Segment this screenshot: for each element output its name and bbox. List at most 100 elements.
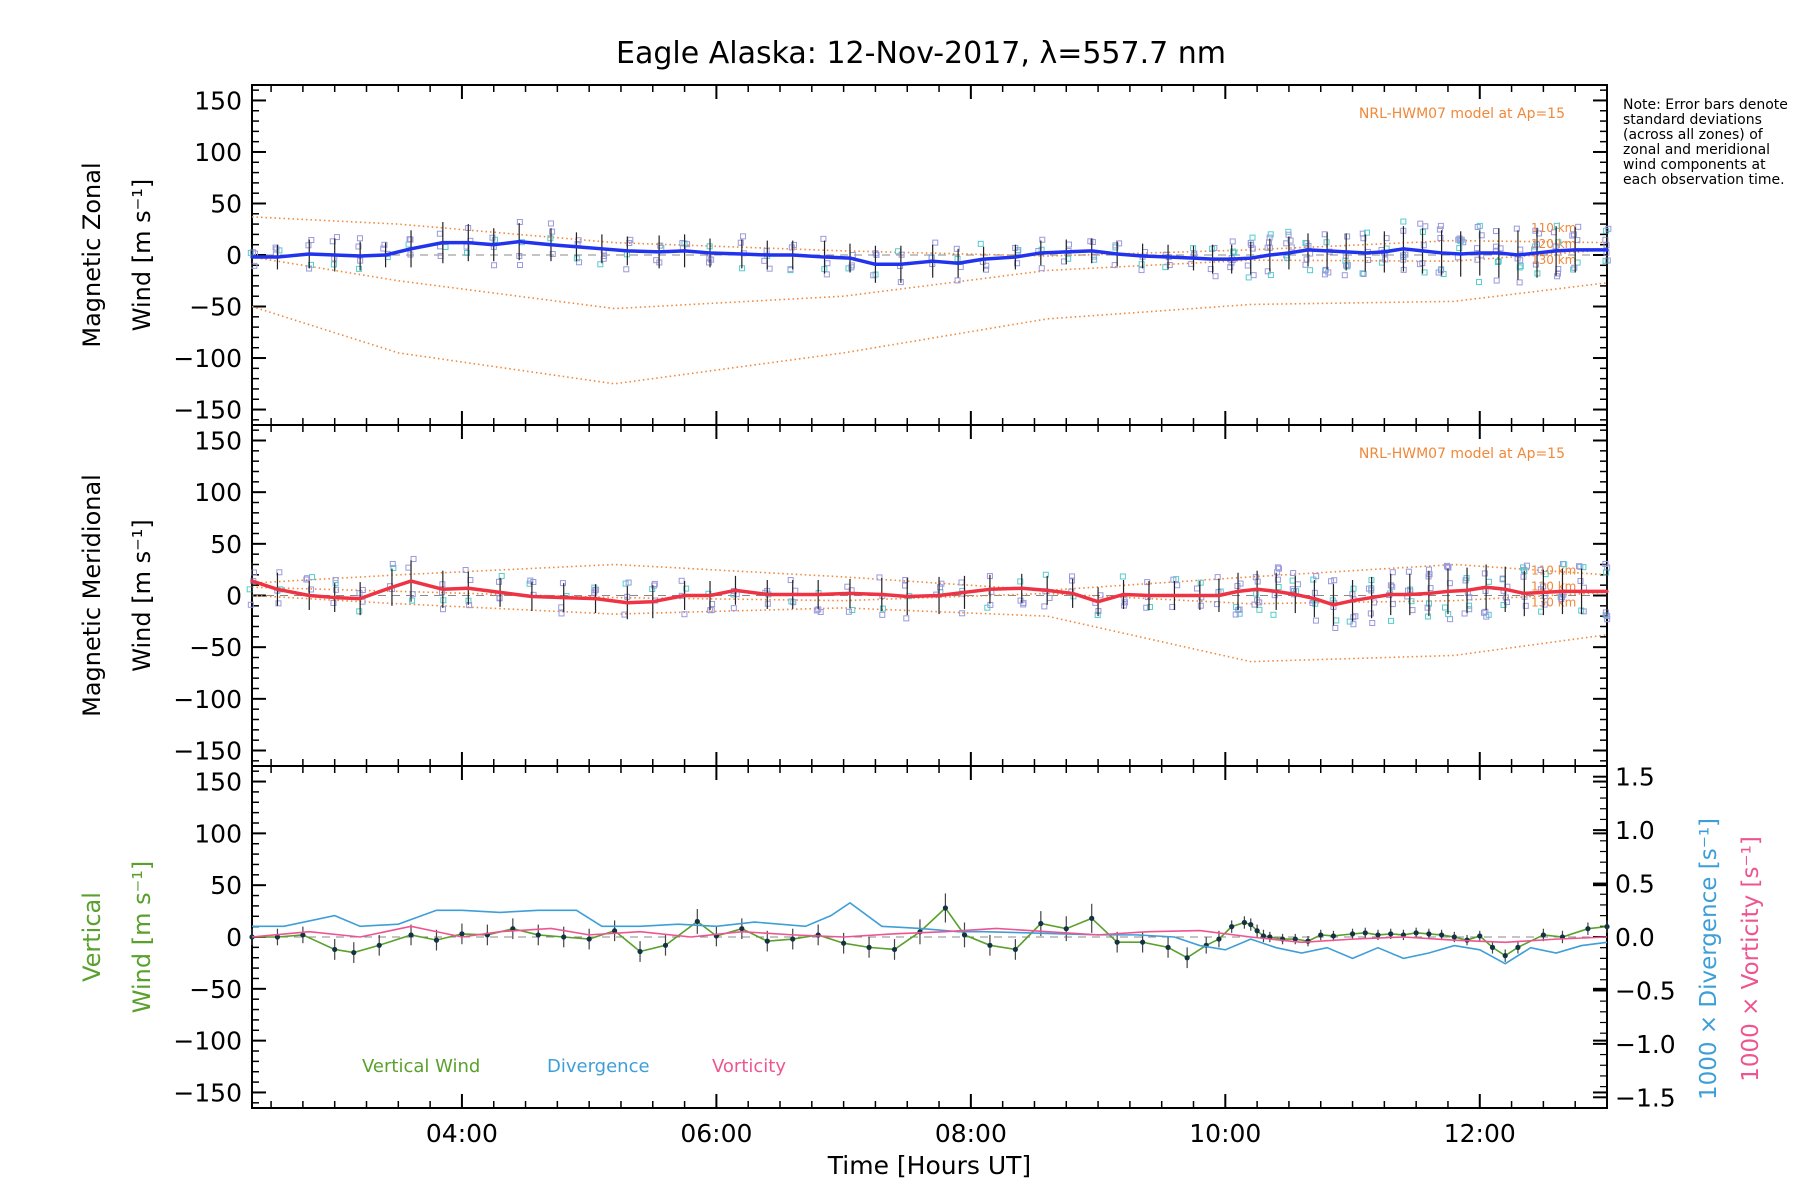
zonal-zone-marker [848, 264, 855, 271]
meridional-zone-marker [1256, 606, 1263, 613]
meridional-zone-marker [903, 615, 910, 622]
xtick-label: 12:00 [1444, 1119, 1516, 1148]
meridional-zone-marker [1503, 598, 1510, 605]
meridional-zone-marker [1576, 563, 1583, 570]
meridional-zone-marker [1541, 601, 1548, 608]
zonal-zone-marker [1229, 248, 1236, 255]
vertical-wind-point [561, 934, 567, 940]
zonal-wind-point [250, 255, 254, 259]
meridional-wind-point [1217, 593, 1221, 598]
zonal-wind-point [1166, 255, 1170, 259]
zonal-zone-marker [1571, 264, 1578, 271]
meridional-zone-marker [1522, 602, 1529, 609]
panels-layer: −150 −100 −50 0 50 100 150 Magnetic Zonal Wind [… [78, 84, 1764, 1180]
zonal-wind-point [899, 262, 903, 266]
zonal-zone-marker [1344, 233, 1351, 240]
zonal-wind-point [708, 251, 712, 255]
meridional-zone-marker [303, 575, 310, 582]
meridional-model-110km [251, 563, 1608, 592]
meridional-wind-point [1071, 591, 1075, 596]
vertical-wind-point [586, 936, 592, 942]
vertical-wind-point [1241, 919, 1247, 926]
zonal-zone-marker [1249, 234, 1256, 241]
meridional-ytick-label: 0 [226, 582, 242, 611]
zonal-wind-point [1401, 247, 1406, 251]
meridional-zone-marker [1331, 577, 1338, 584]
zonal-wind-point [682, 249, 687, 253]
zonal-wind-point [1478, 251, 1482, 255]
meridional-zone-marker [462, 567, 469, 574]
meridional-zone-marker [879, 611, 886, 618]
meridional-wind-point [1045, 588, 1049, 592]
zonal-zone-marker [1436, 226, 1443, 233]
vertical-ytick-label: 100 [194, 819, 242, 848]
zonal-zone-marker [1516, 264, 1523, 271]
error-bar-note: Note: Error bars denote standard deviati… [1623, 97, 1788, 188]
zonal-ytick-label: 50 [210, 189, 242, 218]
meridional-ytick-label: 150 [194, 427, 242, 456]
meridional-model-120km [251, 586, 1608, 605]
zonal-zone-marker [330, 261, 337, 268]
vertical-wind-point [1330, 933, 1337, 939]
vertical-wind-point [274, 934, 281, 940]
zonal-zone-marker [549, 251, 556, 258]
meridional-wind-point [937, 593, 941, 598]
zonal-wind-point [1440, 251, 1444, 255]
meridional-zone-marker [332, 577, 339, 584]
zonal-zone-marker [932, 239, 939, 246]
zonal-wind-point [307, 252, 311, 256]
meridional-zone-marker [559, 580, 566, 587]
zonal-zone-marker [1532, 243, 1539, 250]
zonal-wind-point [517, 240, 521, 244]
meridional-zone-marker [1146, 604, 1153, 611]
meridional-ylabel-title: Magnetic Meridional [78, 474, 106, 717]
zonal-zone-marker [1014, 260, 1021, 267]
meridional-zone-marker [1424, 604, 1431, 611]
meridional-zone-marker [651, 580, 658, 587]
meridional-wind-point [1198, 593, 1202, 598]
zonal-wind-point [466, 241, 470, 245]
vertical-wind-point [917, 929, 923, 935]
meridional-zone-marker [681, 611, 688, 618]
right-ytick-label: −1.0 [1615, 1030, 1676, 1059]
meridional-wind-point [1020, 586, 1024, 590]
vertical-wind-point [764, 938, 770, 944]
zonal-ylabel-title: Magnetic Zonal [78, 162, 106, 347]
meridional-ytick-label: −150 [173, 737, 242, 766]
right-ytick-label: 1.5 [1615, 763, 1655, 792]
meridional-zone-marker [651, 582, 658, 589]
zonal-zone-marker [954, 277, 961, 284]
zonal-wind-point [441, 241, 445, 245]
zonal-zone-marker [597, 261, 604, 268]
zonal-zone-marker [381, 241, 388, 248]
meridional-wind-point [466, 586, 470, 590]
meridional-zone-marker [1425, 613, 1432, 620]
vertical-wind-point [1515, 944, 1521, 950]
meridional-zone-marker [1577, 577, 1584, 584]
meridional-wind-point [1605, 589, 1609, 593]
zonal-zone-marker [623, 266, 630, 273]
meridional-zone-marker [330, 600, 337, 607]
zonal-wind-point [409, 247, 413, 251]
zonal-wind-point [822, 255, 827, 259]
meridional-wind-point [1312, 597, 1316, 601]
zonal-zone-marker [1303, 256, 1310, 263]
meridional-wind-point [1541, 590, 1545, 595]
zonal-zone-marker [356, 235, 363, 242]
zonal-zone-marker [1325, 269, 1332, 276]
meridional-wind-point [562, 595, 566, 600]
zonal-zone-marker [953, 245, 960, 252]
meridional-wind-point [651, 600, 655, 604]
vertical-wind-point [694, 918, 700, 925]
zonal-altitude-label: 130 km [1531, 253, 1576, 267]
meridional-zone-marker [1234, 582, 1241, 589]
zonal-wind-point [492, 243, 496, 247]
zonal-zone-marker [1207, 266, 1214, 273]
meridional-zone-marker [410, 555, 417, 562]
vertical-wind-point [1451, 934, 1457, 940]
vertical-wind-point [1400, 932, 1407, 938]
meridional-zone-marker [498, 572, 505, 579]
meridional-zone-marker [1481, 570, 1488, 577]
zonal-zone-marker [1138, 261, 1145, 268]
